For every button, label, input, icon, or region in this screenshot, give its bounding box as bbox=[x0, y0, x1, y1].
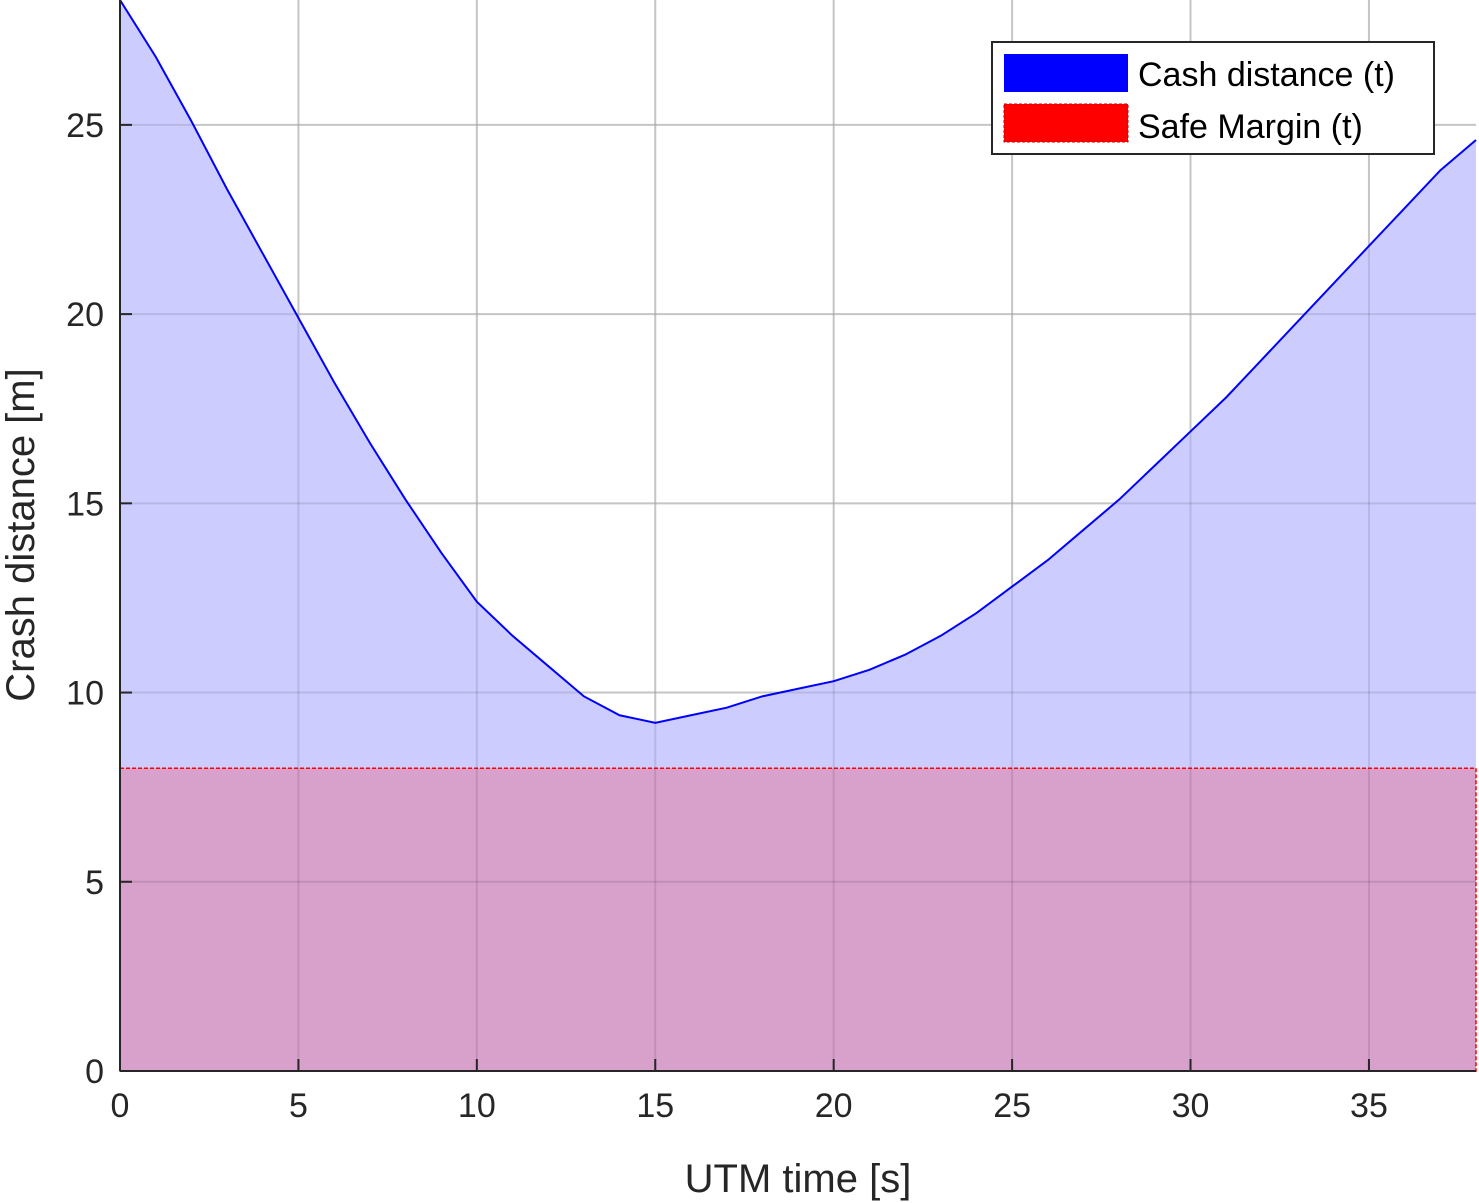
legend-swatch-safe-margin bbox=[1003, 103, 1129, 143]
y-tick-label: 10 bbox=[66, 675, 104, 713]
series-layer bbox=[119, 0, 1477, 1072]
x-tick-label: 20 bbox=[815, 1087, 853, 1125]
x-tick-label: 25 bbox=[993, 1087, 1031, 1125]
x-axis-ticks: 0 5 10 15 20 25 30 35 bbox=[111, 1059, 1388, 1125]
cash-distance-line bbox=[119, 0, 1477, 724]
y-tick-label: 20 bbox=[66, 296, 104, 334]
x-tick-label: 0 bbox=[111, 1087, 130, 1125]
safe-margin-area bbox=[119, 767, 1477, 1072]
x-tick-label: 30 bbox=[1172, 1087, 1210, 1125]
legend: Cash distance (t) Safe Margin (t) bbox=[991, 41, 1435, 155]
x-axis-label: UTM time [s] bbox=[685, 1157, 912, 1201]
y-tick-label: 25 bbox=[66, 107, 104, 145]
legend-swatch-cash-distance bbox=[1004, 54, 1128, 92]
legend-label-cash-distance: Cash distance (t) bbox=[1138, 56, 1395, 94]
x-tick-label: 35 bbox=[1350, 1087, 1388, 1125]
y-axis-ticks: 0 5 10 15 20 25 bbox=[66, 107, 132, 1091]
x-tick-label: 10 bbox=[458, 1087, 496, 1125]
y-tick-label: 15 bbox=[66, 485, 104, 523]
y-tick-label: 0 bbox=[85, 1053, 104, 1091]
legend-label-safe-margin: Safe Margin (t) bbox=[1138, 108, 1363, 146]
axes bbox=[119, 0, 1476, 1072]
x-tick-label: 15 bbox=[636, 1087, 674, 1125]
y-tick-label: 5 bbox=[85, 864, 104, 902]
y-axis-label: Crash distance [m] bbox=[0, 368, 43, 701]
x-tick-label: 5 bbox=[289, 1087, 308, 1125]
